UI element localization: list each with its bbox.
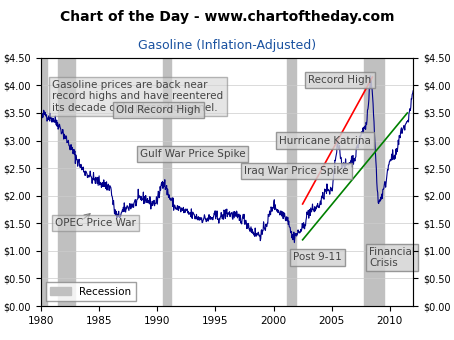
Bar (41, 58, 47, 306)
Text: Chart of the Day - www.chartoftheday.com: Chart of the Day - www.chartoftheday.com (60, 10, 394, 24)
Text: Old Record High: Old Record High (117, 105, 201, 115)
Text: Financial
Crisis: Financial Crisis (369, 246, 415, 268)
Text: Post 9-11: Post 9-11 (293, 253, 342, 262)
Bar (364, 58, 384, 306)
Text: Gulf War Price Spike: Gulf War Price Spike (140, 149, 245, 159)
Bar (58, 58, 74, 306)
Bar (163, 58, 171, 306)
Bar (287, 58, 296, 306)
Text: Iraq War Price Spike: Iraq War Price Spike (244, 166, 349, 176)
Text: Hurricane Katrina: Hurricane Katrina (279, 136, 371, 146)
Text: OPEC Price War: OPEC Price War (55, 218, 136, 228)
Legend: Recession: Recession (46, 283, 136, 301)
Text: Gasoline prices are back near
record highs and have reentered
its decade old upt: Gasoline prices are back near record hig… (53, 80, 224, 113)
Text: Gasoline (Inflation-Adjusted): Gasoline (Inflation-Adjusted) (138, 39, 316, 52)
Text: Record High: Record High (308, 75, 372, 85)
